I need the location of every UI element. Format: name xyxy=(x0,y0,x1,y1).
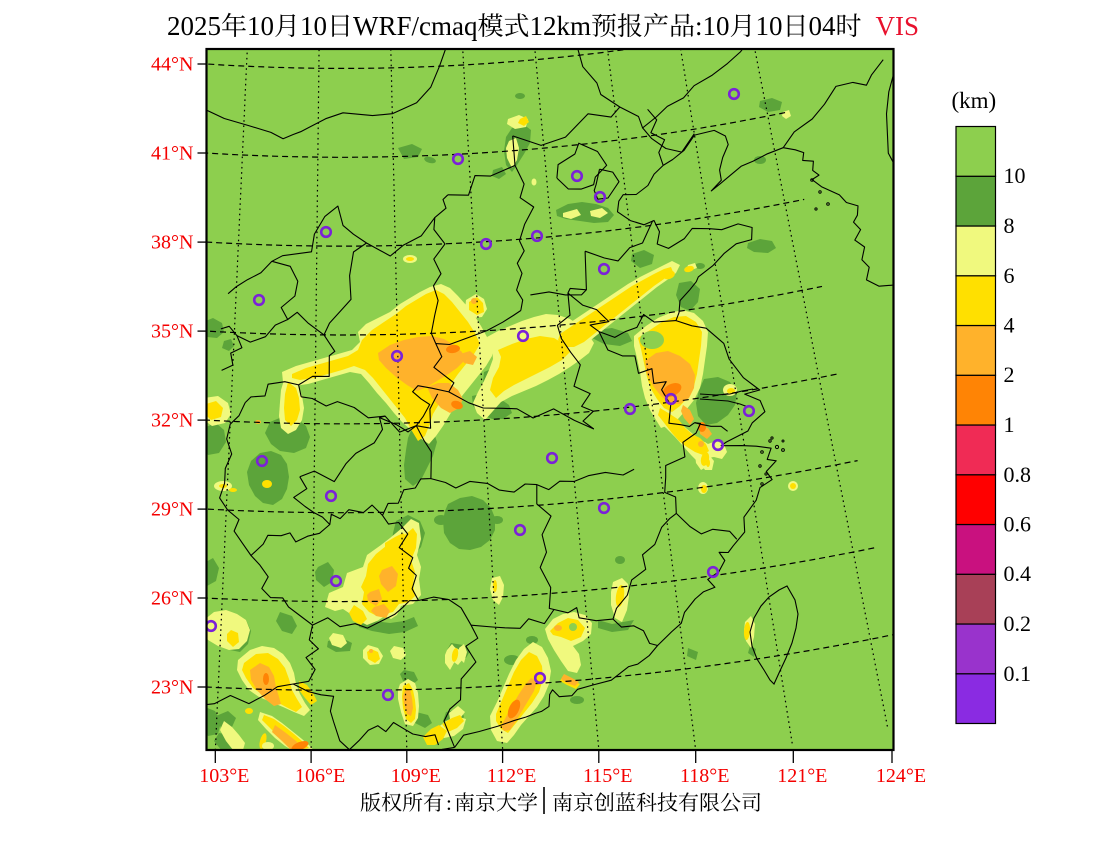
svg-text:10: 10 xyxy=(703,11,730,41)
svg-text:6: 6 xyxy=(1004,263,1015,288)
svg-text:(km): (km) xyxy=(951,88,996,113)
svg-text:0.8: 0.8 xyxy=(1004,462,1032,487)
svg-text::: : xyxy=(695,11,703,41)
svg-text:WRF/cmaq: WRF/cmaq xyxy=(353,11,478,41)
svg-text:10: 10 xyxy=(247,11,274,41)
svg-text:41°N: 41°N xyxy=(151,143,193,165)
svg-text:VIS: VIS xyxy=(876,11,920,41)
svg-text:124°E: 124°E xyxy=(876,765,926,787)
svg-text:12km: 12km xyxy=(530,11,592,41)
svg-text:26°N: 26°N xyxy=(151,588,193,610)
svg-text:112°E: 112°E xyxy=(487,765,536,787)
svg-text::: : xyxy=(446,791,452,815)
svg-text:121°E: 121°E xyxy=(777,765,827,787)
svg-text:106°E: 106°E xyxy=(295,765,345,787)
svg-text:04: 04 xyxy=(809,11,837,41)
svg-text:118°E: 118°E xyxy=(680,765,729,787)
svg-text:4: 4 xyxy=(1004,313,1015,338)
svg-text:10: 10 xyxy=(1004,163,1026,188)
svg-text:1: 1 xyxy=(1004,412,1015,437)
svg-text:32°N: 32°N xyxy=(151,410,193,432)
svg-text:103°E: 103°E xyxy=(199,765,249,787)
svg-text:115°E: 115°E xyxy=(583,765,632,787)
svg-text:0.4: 0.4 xyxy=(1004,561,1032,586)
svg-text:23°N: 23°N xyxy=(151,677,193,699)
svg-text:44°N: 44°N xyxy=(151,54,193,76)
svg-text:109°E: 109°E xyxy=(391,765,441,787)
svg-text:29°N: 29°N xyxy=(151,499,193,521)
svg-text:8: 8 xyxy=(1004,213,1015,238)
svg-text:0.6: 0.6 xyxy=(1004,512,1032,537)
svg-text:2: 2 xyxy=(1004,362,1015,387)
svg-text:0.1: 0.1 xyxy=(1004,661,1032,686)
svg-text:10: 10 xyxy=(300,11,327,41)
svg-text:10: 10 xyxy=(756,11,783,41)
svg-text:0.2: 0.2 xyxy=(1004,611,1032,636)
svg-text:35°N: 35°N xyxy=(151,321,193,343)
svg-text:38°N: 38°N xyxy=(151,232,193,254)
svg-text:2025: 2025 xyxy=(167,11,221,41)
